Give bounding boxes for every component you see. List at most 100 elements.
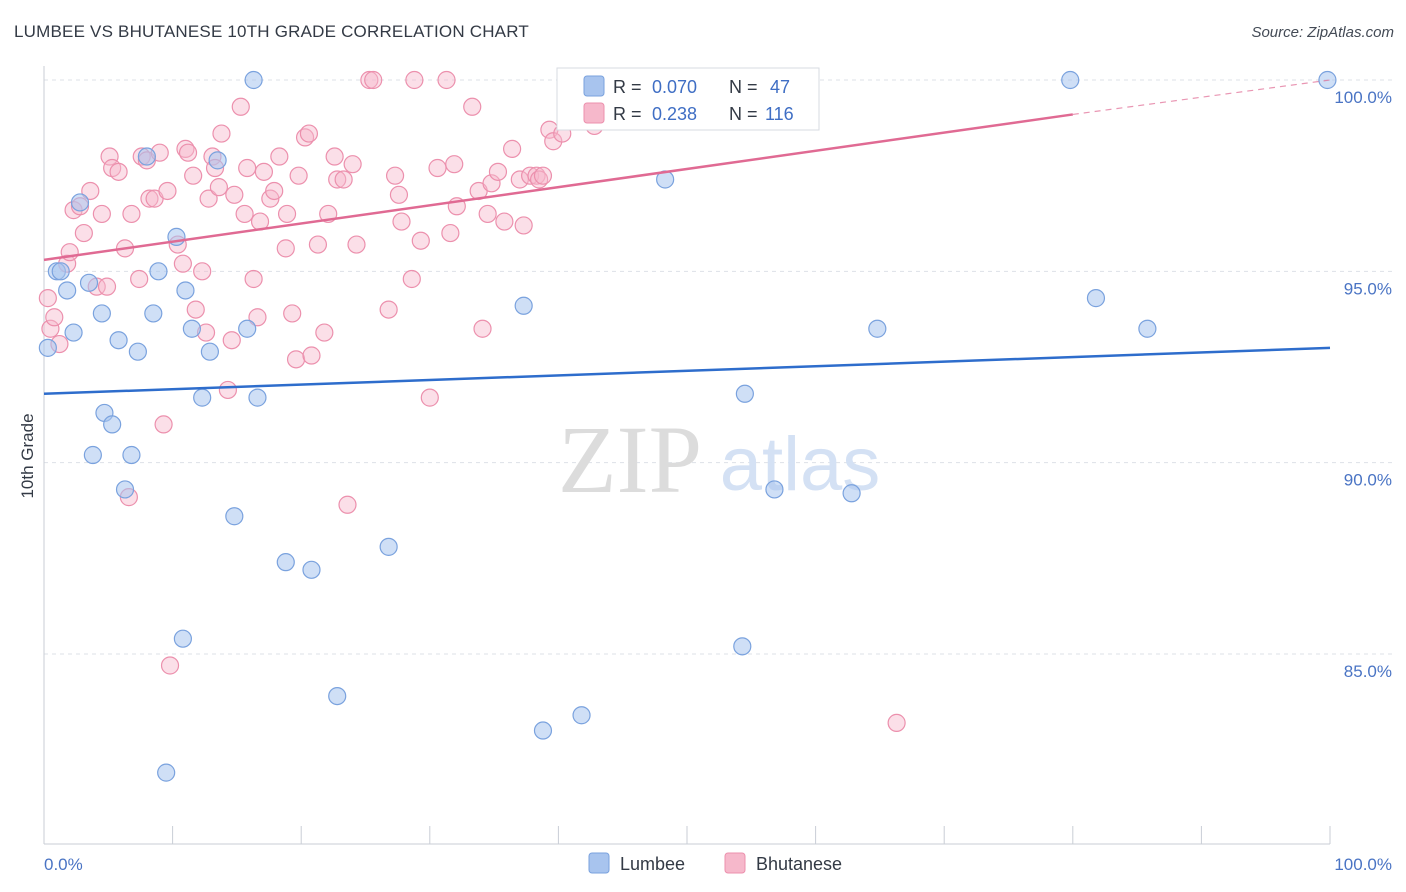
data-point-bhutanese <box>463 97 482 116</box>
data-point-lumbee <box>58 281 77 300</box>
data-point-bhutanese <box>186 300 205 319</box>
data-point-bhutanese <box>248 308 267 327</box>
data-point-bhutanese <box>478 204 497 224</box>
data-point-lumbee <box>1061 70 1080 90</box>
data-point-lumbee <box>244 70 263 90</box>
data-point-bhutanese <box>231 97 250 116</box>
stats-legend-swatch-bhutanese <box>583 102 605 124</box>
data-point-lumbee <box>122 445 141 465</box>
stats-legend-swatch-lumbee <box>583 75 605 97</box>
data-point-bhutanese <box>97 277 117 296</box>
data-point-bhutanese <box>140 189 159 208</box>
data-point-bhutanese <box>343 155 362 174</box>
data-point-bhutanese <box>308 235 328 254</box>
data-point-bhutanese <box>283 304 302 323</box>
series-legend: Lumbee Bhutanese <box>588 852 842 874</box>
data-point-bhutanese <box>100 147 119 166</box>
data-point-bhutanese <box>81 181 100 201</box>
data-point-bhutanese <box>235 204 254 224</box>
data-point-lumbee <box>1086 289 1106 308</box>
data-point-bhutanese <box>178 143 198 162</box>
data-point-lumbee <box>182 319 201 338</box>
trend-lines <box>43 79 1331 396</box>
data-point-lumbee <box>103 415 122 434</box>
data-point-bhutanese <box>286 350 306 369</box>
data-point-bhutanese <box>122 204 141 224</box>
grid-lines <box>44 79 1392 655</box>
data-point-bhutanese <box>887 713 906 732</box>
data-point-bhutanese <box>473 319 492 338</box>
data-point-lumbee <box>379 537 398 556</box>
data-point-bhutanese <box>437 70 456 90</box>
data-point-lumbee <box>533 721 553 740</box>
data-point-lumbee <box>842 484 861 503</box>
data-point-bhutanese <box>41 319 60 338</box>
data-point-lumbee <box>572 706 591 725</box>
trend-line-lumbee <box>43 346 1331 396</box>
data-point-bhutanese <box>385 166 405 185</box>
data-point-lumbee <box>157 763 176 782</box>
data-point-bhutanese <box>521 166 540 185</box>
data-point-bhutanese <box>218 380 237 400</box>
trend-line-bhutanese <box>43 113 1073 262</box>
data-point-bhutanese <box>364 70 383 90</box>
data-point-bhutanese <box>445 155 464 174</box>
data-point-lumbee <box>514 296 533 315</box>
data-point-lumbee <box>128 342 147 361</box>
data-point-bhutanese <box>360 70 379 90</box>
data-point-bhutanese <box>325 147 344 166</box>
data-point-bhutanese <box>209 178 228 197</box>
stats-r-value-lumbee: 0.070 <box>652 77 697 97</box>
data-point-bhutanese <box>212 124 231 143</box>
data-point-bhutanese <box>276 239 295 258</box>
data-point-bhutanese <box>130 269 149 289</box>
data-point-lumbee <box>276 553 295 572</box>
data-point-lumbee <box>225 507 244 526</box>
data-point-bhutanese <box>411 231 430 250</box>
data-point-bhutanese <box>74 223 93 243</box>
data-point-lumbee <box>868 319 887 338</box>
axes <box>43 66 1331 845</box>
data-point-lumbee <box>248 388 267 407</box>
data-point-lumbee <box>109 331 128 350</box>
data-point-lumbee <box>115 480 135 499</box>
data-point-bhutanese <box>379 300 398 319</box>
data-point-bhutanese <box>38 289 57 308</box>
y-tick-labels: 85.0% 90.0% 95.0% 100.0% <box>1334 88 1392 681</box>
data-point-lumbee <box>149 262 168 281</box>
data-point-bhutanese <box>441 223 460 243</box>
data-point-bhutanese <box>405 70 424 90</box>
data-point-bhutanese <box>488 162 508 181</box>
data-point-bhutanese <box>299 124 319 143</box>
series-lumbee-points <box>38 70 1337 782</box>
data-point-lumbee <box>144 304 163 323</box>
data-point-bhutanese <box>277 204 297 224</box>
data-point-lumbee <box>70 193 90 212</box>
watermark-zip: ZIP <box>558 406 702 513</box>
data-point-lumbee <box>1138 319 1157 338</box>
data-point-bhutanese <box>495 212 514 231</box>
data-point-bhutanese <box>328 170 347 189</box>
x-tick-label: 0.0% <box>44 855 83 874</box>
data-point-bhutanese <box>334 170 353 189</box>
data-point-bhutanese <box>265 181 284 201</box>
stats-n-value-lumbee: 47 <box>770 77 790 97</box>
data-point-lumbee <box>173 629 192 648</box>
data-point-bhutanese <box>402 269 421 289</box>
data-point-bhutanese <box>193 262 212 281</box>
data-point-lumbee <box>137 147 156 166</box>
chart-title: LUMBEE VS BHUTANESE 10TH GRADE CORRELATI… <box>14 22 529 41</box>
data-point-bhutanese <box>338 495 357 514</box>
data-point-bhutanese <box>225 185 244 204</box>
data-point-bhutanese <box>428 158 447 178</box>
data-point-bhutanese <box>302 346 321 365</box>
stats-legend: R = 0.070 N = 47 R = 0.238 N = 116 <box>556 67 820 131</box>
data-point-lumbee <box>176 281 195 300</box>
data-point-bhutanese <box>154 415 173 434</box>
data-point-bhutanese <box>109 162 128 181</box>
y-tick-label: 90.0% <box>1344 471 1392 490</box>
data-point-lumbee <box>765 480 784 499</box>
data-point-bhutanese <box>347 235 366 254</box>
y-tick-label: 95.0% <box>1344 279 1392 298</box>
